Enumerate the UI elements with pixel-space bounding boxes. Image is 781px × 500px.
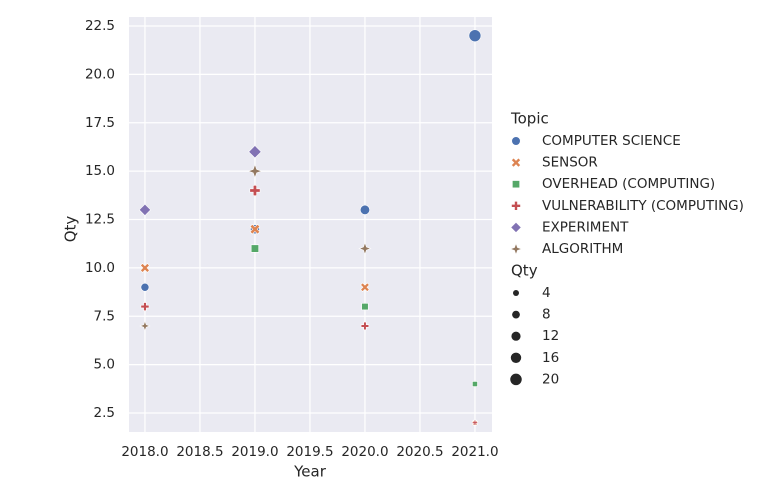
size-legend-marker [510, 352, 522, 363]
point [248, 145, 262, 159]
legend-title: Topic [510, 110, 549, 128]
x-tick-label: 2019.0 [231, 444, 278, 460]
legend-label: SENSOR [542, 155, 598, 171]
point [140, 302, 150, 311]
legend-label: ALGORITHM [542, 241, 623, 257]
y-tick-label: 5.0 [94, 357, 115, 373]
point [472, 419, 478, 426]
size-legend-label: 8 [542, 307, 551, 323]
y-tick-label: 12.5 [85, 212, 115, 228]
legend-marker [509, 242, 523, 256]
y-tick-label: 10.0 [85, 260, 115, 276]
y-tick-label: 17.5 [85, 115, 115, 131]
y-tick-label: 7.5 [94, 308, 115, 324]
legend-marker [511, 200, 521, 211]
size-legend-marker [512, 310, 520, 319]
x-tick-label: 2018.0 [121, 444, 168, 460]
legend-label: EXPERIMENT [542, 219, 629, 235]
y-tick-label: 20.0 [85, 66, 115, 82]
size-legend-marker [510, 373, 522, 386]
legend-marker [511, 157, 521, 168]
x-tick-label: 2021.0 [451, 444, 498, 460]
point [138, 203, 152, 216]
size-legend-label: 12 [542, 328, 559, 344]
size-legend-label: 4 [542, 285, 551, 301]
point [358, 241, 372, 256]
size-legend-marker [513, 290, 519, 296]
size-legend-label: 20 [542, 371, 559, 387]
point [359, 204, 370, 215]
x-tick-label: 2018.5 [176, 444, 223, 460]
point [360, 321, 370, 331]
size-legend-marker [511, 331, 521, 341]
point [249, 185, 261, 196]
point [468, 29, 482, 42]
point [247, 163, 263, 179]
point [361, 303, 369, 311]
legend-label: VULNERABILITY (COMPUTING) [542, 198, 744, 214]
point [140, 262, 150, 273]
point [139, 320, 151, 332]
legend-marker [511, 136, 521, 146]
y-tick-label: 2.5 [94, 405, 115, 421]
size-legend-label: 16 [542, 350, 559, 366]
legend-label: COMPUTER SCIENCE [542, 133, 681, 149]
point [140, 282, 150, 292]
x-tick-label: 2020.0 [341, 444, 388, 460]
point [360, 282, 370, 292]
point [250, 244, 260, 253]
size-legend-title: Qty [511, 262, 538, 280]
point [472, 381, 478, 387]
x-tick-label: 2019.5 [286, 444, 333, 460]
point [249, 223, 261, 235]
x-axis-label: Year [293, 463, 327, 481]
legend-label: OVERHEAD (COMPUTING) [542, 176, 715, 192]
y-tick-label: 15.0 [85, 163, 115, 179]
legend-marker [510, 221, 522, 233]
x-tick-label: 2020.5 [396, 444, 443, 460]
y-axis-label: Qty [62, 216, 80, 243]
legend-marker [512, 180, 520, 189]
y-tick-label: 22.5 [85, 18, 115, 34]
